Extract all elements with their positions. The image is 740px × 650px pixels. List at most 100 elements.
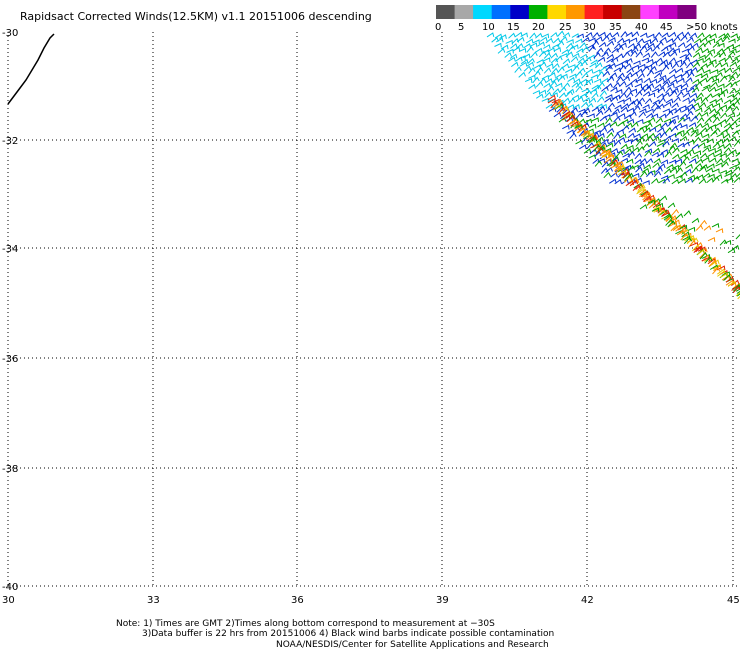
- wind-barb: [698, 102, 707, 109]
- wind-barb: [556, 40, 565, 47]
- wind-barb: [620, 168, 630, 176]
- wind-barb: [727, 50, 736, 58]
- legend-label: 0: [435, 22, 441, 33]
- wind-barb: [735, 152, 740, 157]
- wind-barb: [718, 57, 727, 63]
- wind-barb: [736, 113, 740, 117]
- wind-barb: [572, 52, 580, 58]
- wind-barb: [594, 36, 603, 42]
- wind-barb: [575, 38, 583, 44]
- wind-barb: [675, 67, 684, 73]
- wind-barb: [653, 206, 662, 213]
- wind-barb: [682, 130, 690, 138]
- wind-barb: [624, 139, 632, 144]
- legend-swatch: [584, 5, 604, 19]
- wind-barb: [570, 107, 579, 113]
- wind-barb: [641, 57, 649, 63]
- wind-barb: [636, 136, 645, 142]
- wind-barb: [715, 228, 724, 233]
- wind-barb: [646, 170, 654, 178]
- wind-barb: [671, 178, 680, 185]
- wind-barb: [661, 46, 669, 52]
- wind-barb: [733, 176, 740, 183]
- wind-barb: [696, 174, 704, 180]
- wind-barb: [624, 86, 632, 94]
- wind-barb: [588, 37, 596, 43]
- wind-barb: [621, 124, 630, 132]
- wind-barb: [564, 68, 573, 74]
- y-tick-label: -30: [2, 28, 18, 39]
- wind-barb: [609, 178, 617, 184]
- x-tick-label: 39: [436, 595, 449, 606]
- wind-barb: [610, 56, 619, 63]
- wind-barb: [652, 162, 660, 168]
- wind-barb: [658, 139, 666, 144]
- wind-barb: [644, 150, 652, 157]
- wind-barb: [686, 110, 694, 118]
- wind-barb: [611, 31, 620, 38]
- wind-barb: [541, 33, 550, 39]
- wind-barb: [585, 31, 593, 38]
- wind-barb: [714, 148, 723, 154]
- wind-barb: [610, 86, 618, 92]
- wind-barb: [684, 42, 693, 49]
- wind-barb: [604, 107, 612, 114]
- wind-barb: [587, 142, 595, 149]
- wind-barb: [576, 48, 584, 54]
- wind-barb: [701, 256, 710, 262]
- wind-barb: [648, 127, 657, 132]
- legend-swatch: [547, 5, 567, 19]
- wind-barb: [715, 162, 723, 168]
- wind-barb: [649, 78, 658, 84]
- wind-barb: [693, 150, 702, 156]
- wind-barb: [674, 122, 683, 129]
- wind-barb: [636, 186, 646, 193]
- wind-barb: [722, 46, 731, 52]
- wind-barb: [624, 174, 633, 182]
- wind-barb: [723, 147, 732, 154]
- wind-barb: [545, 37, 554, 44]
- wind-barb: [580, 110, 588, 117]
- wind-barb: [727, 248, 736, 254]
- wind-barb: [736, 290, 740, 294]
- wind-barb: [687, 71, 695, 79]
- wind-barb: [643, 86, 652, 92]
- wind-barb: [724, 142, 732, 149]
- wind-barb: [700, 163, 708, 170]
- wind-barb: [605, 142, 614, 148]
- wind-barb: [715, 97, 724, 103]
- y-tick-label: -36: [2, 354, 18, 365]
- wind-barb: [717, 91, 726, 97]
- wind-barb: [695, 122, 703, 129]
- wind-barb: [642, 90, 651, 97]
- wind-barb: [593, 129, 601, 135]
- wind-barb: [626, 144, 634, 150]
- wind-barb: [535, 32, 543, 39]
- wind-barb: [692, 52, 701, 58]
- wind-barb: [681, 48, 690, 54]
- wind-barb: [605, 117, 613, 124]
- wind-barb: [713, 111, 721, 118]
- wind-barb: [654, 83, 662, 89]
- wind-barb: [683, 151, 692, 157]
- wind-barb: [627, 132, 635, 139]
- wind-barb: [532, 76, 540, 84]
- wind-barb: [572, 104, 580, 109]
- wind-barb: [655, 57, 663, 64]
- wind-barb: [630, 71, 639, 78]
- wind-barb: [725, 276, 735, 283]
- wind-barb: [563, 111, 573, 118]
- wind-barb: [617, 137, 626, 142]
- wind-barb: [729, 61, 738, 67]
- wind-barb: [591, 92, 599, 99]
- wind-barb: [630, 50, 638, 57]
- wind-barb: [736, 50, 740, 53]
- wind-barb: [548, 107, 557, 112]
- wind-barb: [645, 135, 653, 142]
- wind-barb: [512, 46, 521, 52]
- wind-barb: [614, 104, 622, 110]
- wind-barb: [652, 201, 662, 209]
- wind-barb: [634, 152, 643, 160]
- wind-barb: [614, 167, 623, 175]
- wind-barb: [677, 42, 686, 48]
